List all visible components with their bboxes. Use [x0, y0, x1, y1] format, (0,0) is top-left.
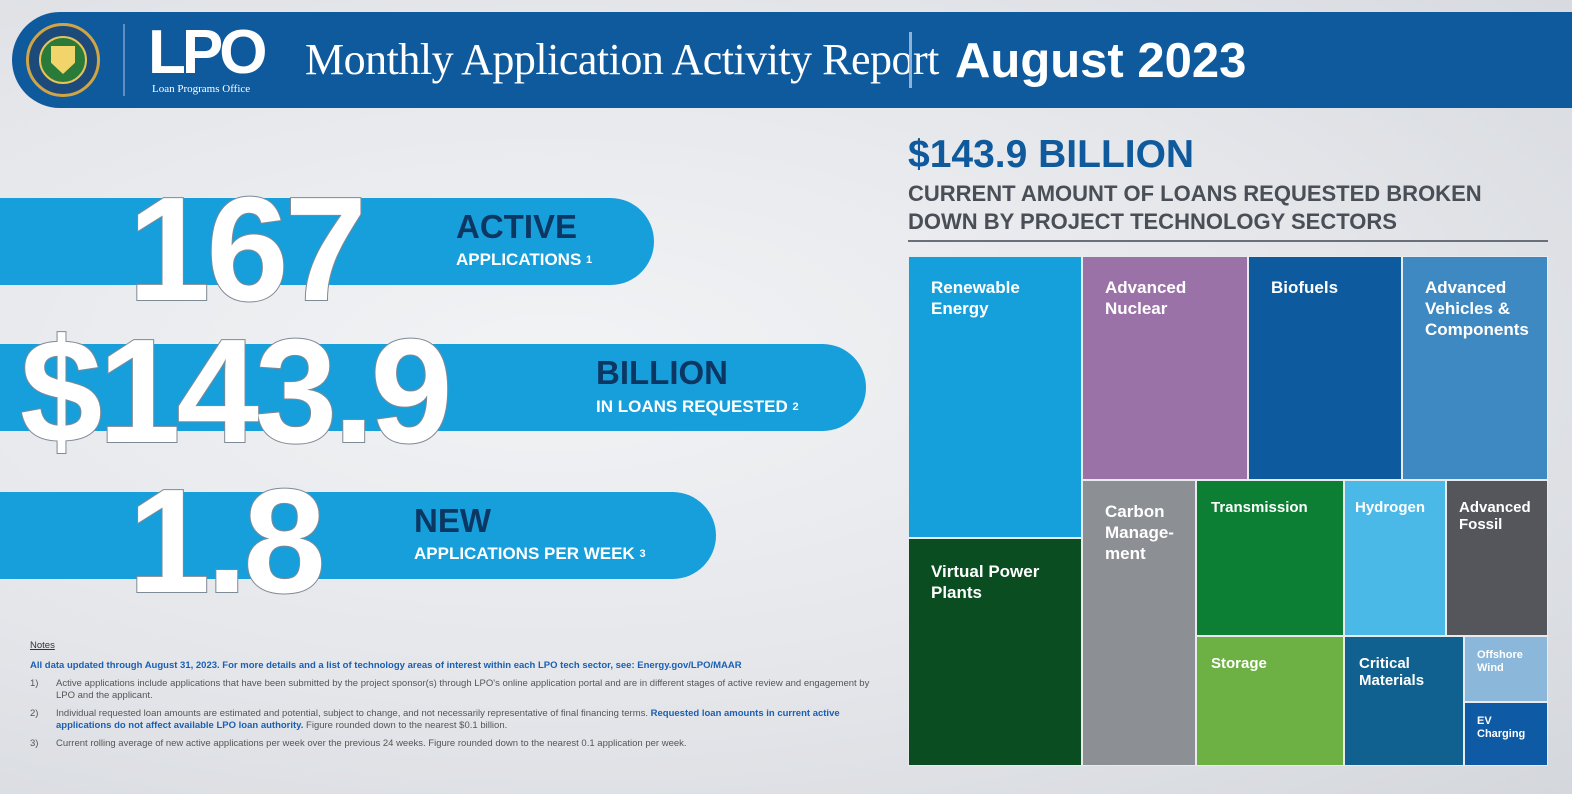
note-item: 2) Individual requested loan amounts are …: [30, 708, 840, 731]
cell-renewable-energy: Renewable Energy: [908, 256, 1082, 538]
treemap-rule: [908, 240, 1548, 242]
treemap-amount: $143.9 BILLION: [908, 133, 1195, 176]
cell-hydrogen: Hydrogen: [1344, 480, 1446, 636]
cell-advanced-fossil: Advanced Fossil: [1446, 480, 1548, 636]
notes-lead: All data updated through August 31, 2023…: [30, 660, 742, 671]
cell-biofuels: Biofuels: [1248, 256, 1402, 480]
cell-storage: Storage: [1196, 636, 1344, 766]
note-item: 1) Active applications include applicatio…: [30, 678, 870, 701]
stat-label-loans: BILLION: [596, 354, 728, 391]
report-title: Monthly Application Activity Report: [305, 35, 939, 84]
doe-seal-icon: [26, 23, 100, 97]
lpo-logo-subtitle: Loan Programs Office: [152, 83, 251, 95]
report-date: August 2023: [955, 34, 1247, 88]
cell-carbon-management: Carbon Manage-ment: [1082, 480, 1196, 766]
stat-number-new: 1.8: [127, 459, 327, 624]
stat-band-loans: [0, 344, 866, 431]
header-divider: [123, 24, 125, 96]
cell-transmission: Transmission: [1196, 480, 1344, 636]
stat-sub-active: APPLICATIONS 1: [456, 250, 593, 269]
note-item: 3) Current rolling average of new active …: [30, 738, 687, 749]
stat-sub-new: APPLICATIONS PER WEEK 3: [414, 544, 646, 563]
cell-critical-materials: Critical Materials: [1344, 636, 1464, 766]
stat-label-active: ACTIVE: [456, 208, 578, 245]
stat-number-loans: $143.9: [19, 309, 454, 474]
report-header: LPO Loan Programs Office Monthly Applica…: [12, 12, 1572, 108]
stat-sub-loans: IN LOANS REQUESTED 2: [596, 397, 799, 416]
stat-number-active: 167: [127, 167, 368, 332]
notes-section: Notes All data updated through August 31…: [30, 640, 890, 750]
stat-label-new: NEW: [414, 502, 491, 539]
cell-virtual-power-plants: Virtual Power Plants: [908, 538, 1082, 766]
sector-treemap: Renewable Energy Advanced Nuclear Biofue…: [908, 256, 1548, 766]
maar-link[interactable]: Energy.gov/LPO/MAAR: [637, 660, 742, 671]
cell-advanced-nuclear: Advanced Nuclear: [1082, 256, 1248, 480]
stat-band-new: [0, 492, 716, 579]
header-divider: [909, 32, 912, 88]
notes-title: Notes: [30, 640, 55, 651]
treemap-subtitle: CURRENT AMOUNT OF LOANS REQUESTED BROKEN…: [908, 181, 1482, 234]
stat-band-active: [0, 198, 654, 285]
cell-advanced-vehicles: Advanced Vehicles & Components: [1402, 256, 1548, 480]
lpo-logo: LPO: [148, 18, 267, 87]
cell-offshore-wind: Offshore Wind: [1464, 636, 1548, 702]
cell-ev-charging: EV Charging: [1464, 702, 1548, 766]
